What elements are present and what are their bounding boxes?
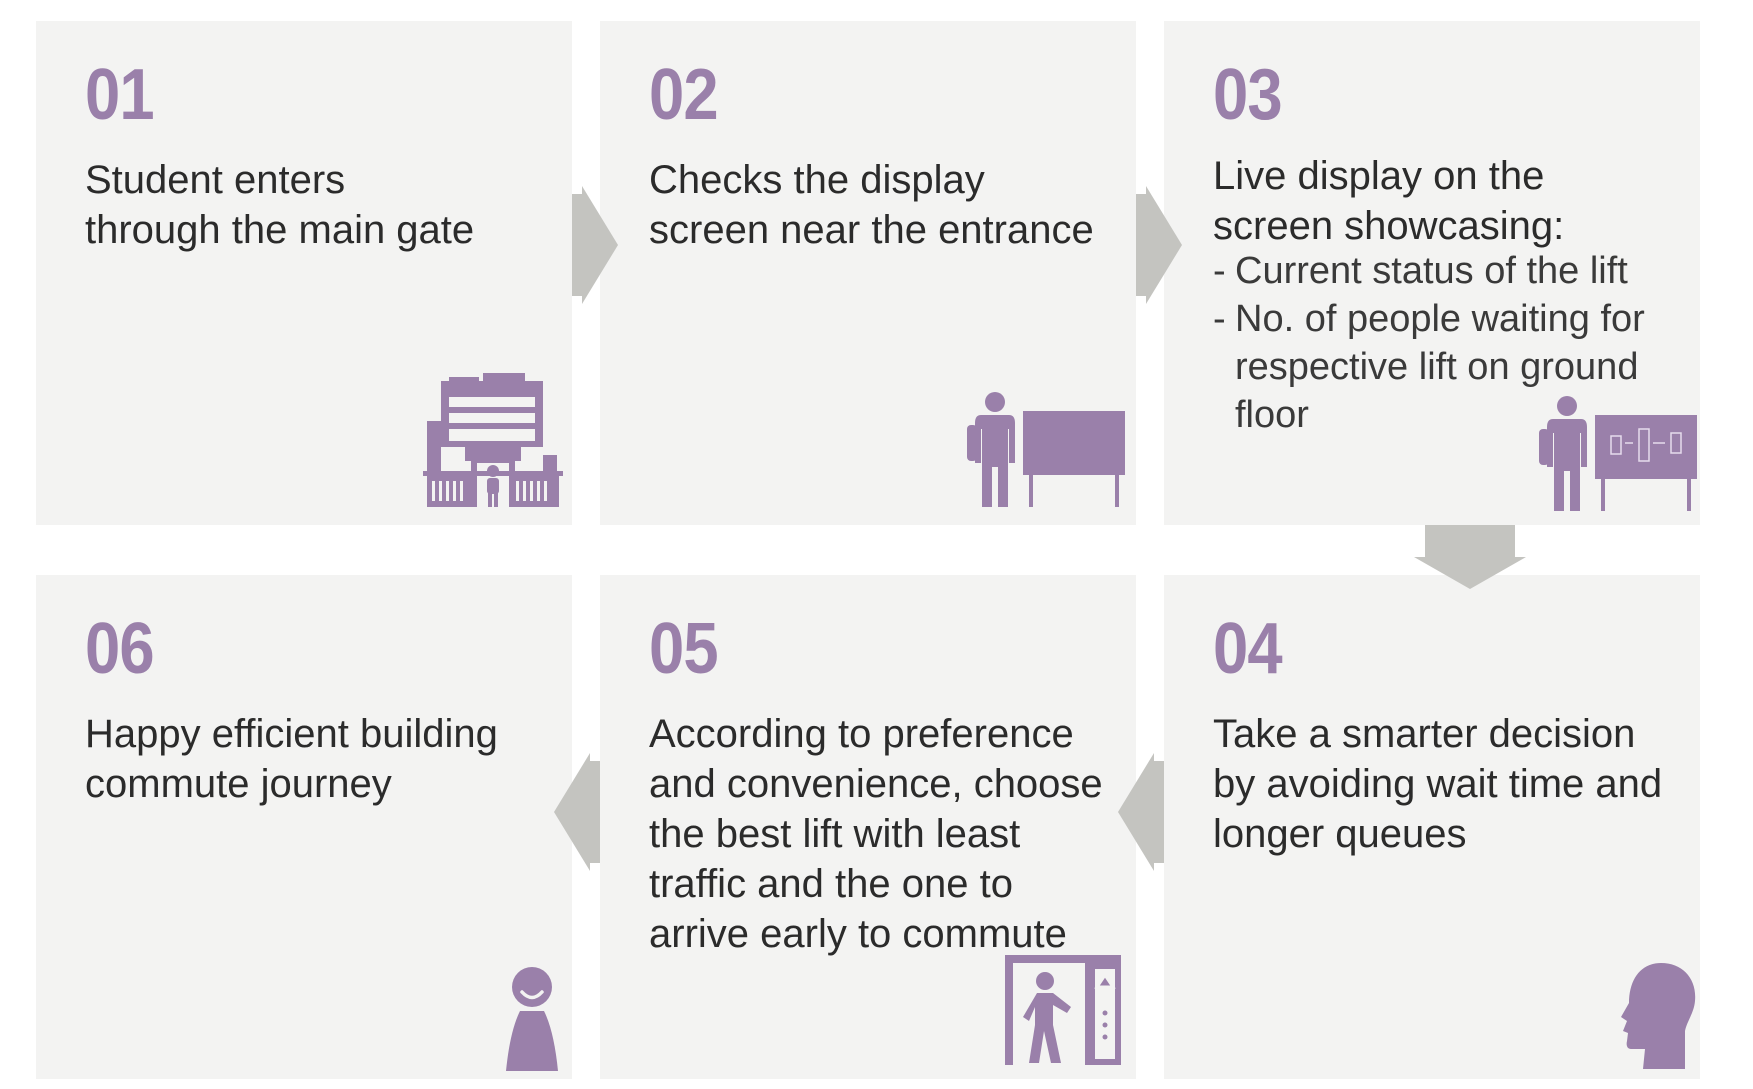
step-number: 01 — [85, 55, 155, 135]
step-number: 02 — [649, 55, 719, 135]
step-card-04: 04 Take a smarter decision by avoiding w… — [1164, 575, 1700, 1079]
step-description: Take a smarter decision by avoiding wait… — [1213, 712, 1663, 856]
step-number: 05 — [649, 609, 719, 689]
happy-person-icon — [506, 967, 558, 1071]
bullet-item: No. of people waiting for respective lif… — [1213, 295, 1693, 439]
step-card-02: 02 Checks the display screen near the en… — [600, 21, 1136, 525]
step-description: Checks the display screen near the entra… — [649, 158, 1094, 252]
step-number: 04 — [1213, 609, 1283, 689]
step-bullet-list: Current status of the lift No. of people… — [1213, 247, 1693, 439]
person-at-lift-status-screen-icon — [1539, 396, 1697, 511]
step-card-06: 06 Happy efficient building commute jour… — [36, 575, 572, 1079]
step-number: 03 — [1213, 55, 1283, 135]
bullet-item: Current status of the lift — [1213, 247, 1693, 295]
arrow-down-icon — [1414, 525, 1526, 589]
step-description: Student enters through the main gate — [85, 158, 475, 252]
step-card-03: 03 Live display on the screen showcasing… — [1164, 21, 1700, 525]
step-number: 06 — [85, 609, 155, 689]
step-description: Live display on the screen showcasing: — [1213, 154, 1565, 248]
arrow-left-icon — [554, 753, 600, 871]
step-card-01: 01 Student enters through the main gate — [36, 21, 572, 525]
person-at-display-screen-icon — [967, 392, 1125, 507]
step-card-05: 05 According to preference and convenien… — [600, 575, 1136, 1079]
arrow-right-icon — [572, 186, 618, 304]
step-description: Happy efficient building commute journey — [85, 712, 498, 806]
arrow-left-icon — [1118, 753, 1164, 871]
arrow-right-icon — [1136, 186, 1182, 304]
head-with-arrow-icon — [1621, 963, 1696, 1069]
building-entrance-icon — [423, 373, 563, 507]
step-description: According to preference and convenience,… — [649, 712, 1103, 956]
person-entering-lift-icon — [1005, 955, 1121, 1065]
